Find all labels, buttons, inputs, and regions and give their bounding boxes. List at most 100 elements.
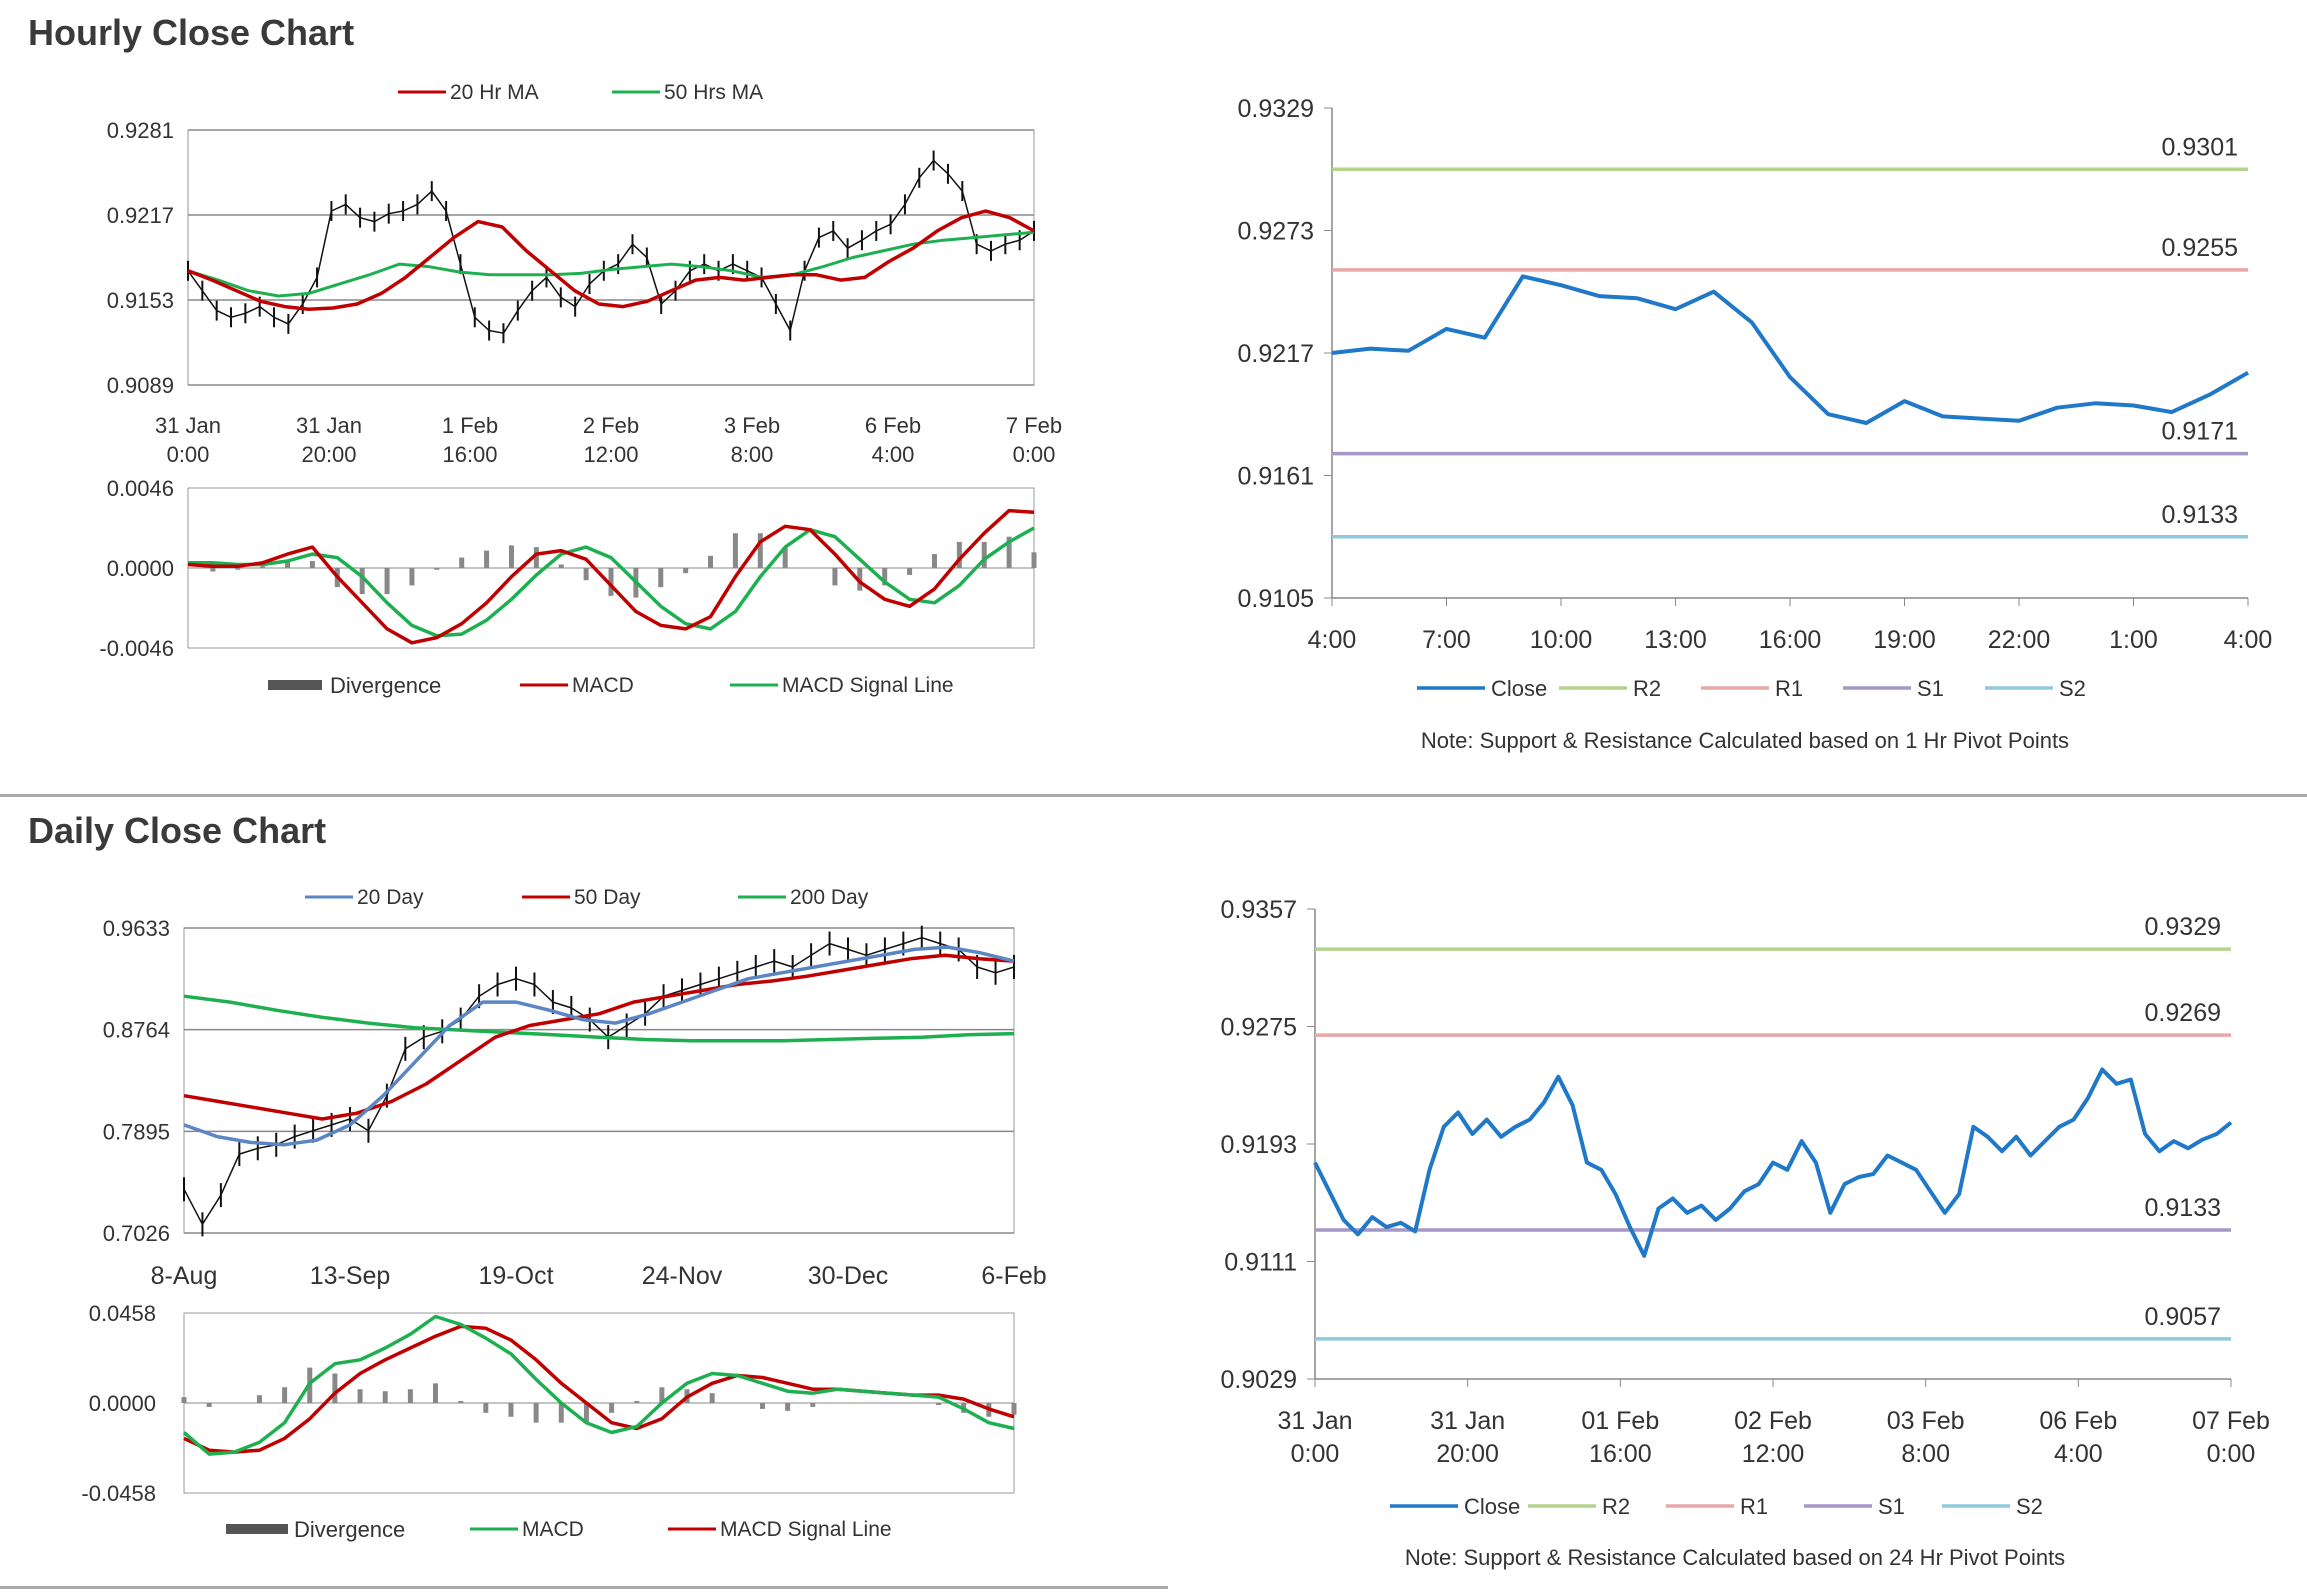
- level-label-s2: 0.9133: [2162, 501, 2238, 529]
- daily_pivot-xtick-label: 03 Feb: [1887, 1407, 1965, 1435]
- legend-label: 200 Day: [790, 886, 869, 909]
- hourly-price-frame: [187, 129, 1035, 386]
- legend-label: MACD: [522, 1518, 584, 1541]
- hourly-xtick-label: 0:00: [1013, 442, 1056, 467]
- daily_pivot-ytick-label: 0.9275: [1221, 1014, 1297, 1042]
- hourly-price-ytick-label: 0.9089: [107, 373, 174, 398]
- legend-label: R2: [1602, 1494, 1630, 1519]
- daily_pivot-note: Note: Support & Resistance Calculated ba…: [1405, 1545, 2065, 1570]
- hourly-xtick-label: 8:00: [731, 442, 774, 467]
- daily_pivot-xtick-label: 0:00: [2207, 1440, 2256, 1468]
- hourly-xtick-label: 31 Jan: [296, 413, 362, 438]
- legend-label: S2: [2016, 1494, 2043, 1519]
- daily_pivot-xtick-label: 06 Feb: [2039, 1407, 2117, 1435]
- hourly_pivot-ytick-label: 0.9217: [1238, 340, 1314, 368]
- hourly_pivot-xtick-label: 19:00: [1873, 626, 1936, 654]
- legend-label: R1: [1775, 676, 1803, 701]
- daily-price-ytick-label: 0.7895: [103, 1119, 170, 1144]
- daily-xtick-label: 6-Feb: [981, 1262, 1046, 1290]
- legend-label: S1: [1878, 1494, 1905, 1519]
- daily-xtick-label: 24-Nov: [642, 1262, 723, 1290]
- daily-macd-line: [182, 1314, 1015, 1456]
- hourly-ma20-line: [187, 209, 1035, 312]
- daily-macd-ytick-label: 0.0000: [89, 1391, 156, 1416]
- daily-ma50-line: [183, 953, 1015, 1121]
- hourly_pivot-ytick-label: 0.9329: [1238, 95, 1314, 123]
- daily_pivot-ytick-label: 0.9111: [1224, 1249, 1297, 1277]
- hourly-xtick-label: 20:00: [301, 442, 356, 467]
- level-label-s1: 0.9171: [2162, 418, 2238, 446]
- legend-label: 20 Hr MA: [450, 81, 539, 104]
- hourly_pivot-ytick-label: 0.9161: [1238, 463, 1314, 491]
- level-label-r2: 0.9301: [2162, 133, 2238, 161]
- hourly-xtick-label: 2 Feb: [583, 413, 639, 438]
- daily-price-frame: [183, 927, 1015, 1234]
- hourly_pivot-ytick-label: 0.9273: [1238, 218, 1314, 246]
- daily_pivot-xtick-label: 07 Feb: [2192, 1407, 2270, 1435]
- hourly_pivot-xtick-label: 1:00: [2109, 626, 2158, 654]
- daily-price-ytick-label: 0.8764: [103, 1018, 170, 1043]
- hourly-xtick-label: 12:00: [583, 442, 638, 467]
- hourly-macd-ytick-label: 0.0046: [107, 476, 174, 501]
- legend-label: S1: [1917, 676, 1944, 701]
- hourly_pivot-xtick-label: 4:00: [1308, 626, 1357, 654]
- level-label-r1: 0.9255: [2162, 234, 2238, 262]
- legend-label: Divergence: [330, 673, 441, 698]
- daily-macd-ytick-label: -0.0458: [81, 1481, 156, 1506]
- daily_pivot-xtick-label: 31 Jan: [1430, 1407, 1505, 1435]
- daily-price-ytick-label: 0.9633: [103, 916, 170, 941]
- daily-xtick-label: 30-Dec: [808, 1262, 889, 1290]
- level-label-s2: 0.9057: [2145, 1303, 2221, 1331]
- daily-xtick-label: 8-Aug: [151, 1262, 218, 1290]
- daily_pivot-ytick-label: 0.9029: [1221, 1366, 1297, 1394]
- hourly-xtick-label: 31 Jan: [155, 413, 221, 438]
- hourly-xtick-label: 1 Feb: [442, 413, 498, 438]
- daily_pivot-xtick-label: 01 Feb: [1581, 1407, 1659, 1435]
- hourly_pivot-note: Note: Support & Resistance Calculated ba…: [1421, 728, 2069, 753]
- daily_pivot-close-line: [1313, 1067, 2233, 1258]
- hourly-price-ytick-label: 0.9153: [107, 288, 174, 313]
- hourly-price-ytick-label: 0.9217: [107, 203, 174, 228]
- level-label-r2: 0.9329: [2145, 913, 2221, 941]
- daily_pivot-xtick-label: 20:00: [1436, 1440, 1499, 1468]
- hourly-price-line: [187, 159, 1035, 334]
- hourly-xtick-label: 7 Feb: [1006, 413, 1062, 438]
- daily-price-line: [183, 936, 1015, 1226]
- daily-macd-ytick-label: 0.0458: [89, 1301, 156, 1326]
- hourly-ma50-line: [187, 230, 1035, 298]
- legend-label: 50 Hrs MA: [664, 81, 763, 104]
- hourly-xtick-label: 4:00: [872, 442, 915, 467]
- hourly_pivot-xtick-label: 4:00: [2224, 626, 2273, 654]
- legend-label: Close: [1464, 1494, 1520, 1519]
- daily_pivot-xtick-label: 16:00: [1589, 1440, 1652, 1468]
- section-divider: [0, 794, 2307, 797]
- daily-price-ytick-label: 0.7026: [103, 1221, 170, 1246]
- legend-label: Close: [1491, 676, 1547, 701]
- hourly_pivot-ytick-label: 0.9105: [1238, 585, 1314, 613]
- daily_pivot-ytick-label: 0.9193: [1221, 1131, 1297, 1159]
- legend-label: Divergence: [294, 1517, 405, 1542]
- daily_pivot-ytick-label: 0.9357: [1221, 896, 1297, 924]
- daily_pivot-xtick-label: 4:00: [2054, 1440, 2103, 1468]
- daily_pivot-xtick-label: 0:00: [1291, 1440, 1340, 1468]
- hourly_pivot-xtick-label: 7:00: [1422, 626, 1471, 654]
- hourly-signal-line: [188, 526, 1035, 638]
- hourly-macd-line: [187, 508, 1035, 645]
- legend-label: R1: [1740, 1494, 1768, 1519]
- bottom-divider: [0, 1586, 1168, 1589]
- legend-label: MACD: [572, 674, 634, 697]
- hourly_pivot-xtick-label: 10:00: [1530, 626, 1593, 654]
- daily_pivot-xtick-label: 12:00: [1742, 1440, 1805, 1468]
- daily-ma20-line: [183, 945, 1015, 1147]
- legend-label: 20 Day: [357, 886, 424, 909]
- hourly-xtick-label: 16:00: [442, 442, 497, 467]
- level-label-s1: 0.9133: [2145, 1194, 2221, 1222]
- legend-label: 50 Day: [574, 886, 641, 909]
- hourly_pivot-xtick-label: 13:00: [1644, 626, 1707, 654]
- hourly_pivot-close-line: [1331, 274, 2249, 425]
- hourly-xtick-label: 3 Feb: [724, 413, 780, 438]
- hourly_pivot-xtick-label: 16:00: [1759, 626, 1822, 654]
- level-label-r1: 0.9269: [2145, 999, 2221, 1027]
- hourly_pivot-xtick-label: 22:00: [1988, 626, 2051, 654]
